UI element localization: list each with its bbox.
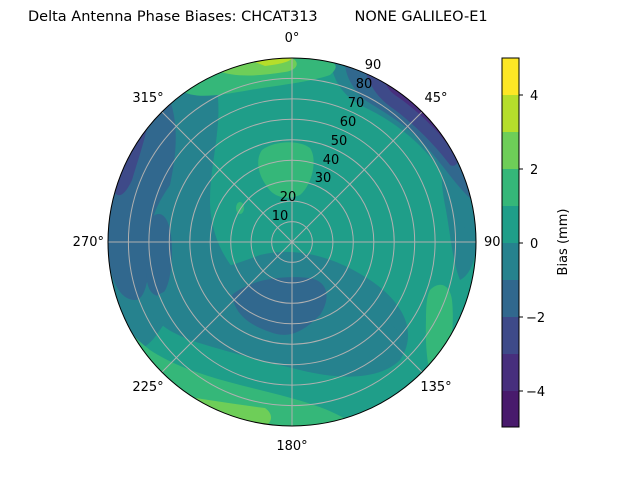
r-label-20: 20: [280, 190, 297, 205]
r-label-60: 60: [340, 115, 357, 130]
r-label-80: 80: [356, 77, 373, 92]
theta-label-315: 315°: [132, 91, 163, 106]
theta-label-45: 45°: [424, 91, 447, 106]
colorbar-tick-4: 4: [530, 89, 538, 104]
theta-label-270: 270°: [73, 235, 104, 250]
polar-grid: [108, 58, 476, 426]
theta-tick-labels: 0° 45° 90 135° 180° 225° 270° 315°: [73, 31, 501, 454]
theta-label-180: 180°: [276, 439, 307, 454]
theta-label-135: 135°: [420, 380, 451, 395]
r-label-10: 10: [272, 209, 289, 224]
r-label-40: 40: [323, 153, 340, 168]
theta-label-90: 90: [484, 235, 501, 250]
chart-title: Delta Antenna Phase Biases: CHCAT313 NON…: [28, 9, 488, 25]
colorbar-tick-0: 0: [530, 237, 538, 252]
radial-tick-labels: 10 20 30 40 50 60 70 80 90: [272, 58, 382, 224]
theta-label-0: 0°: [285, 31, 300, 46]
theta-label-225: 225°: [132, 380, 163, 395]
colorbar-tick-neg4: −4: [526, 385, 545, 400]
colorbar-label: Bias (mm): [556, 209, 571, 276]
r-label-70: 70: [348, 96, 365, 111]
colorbar-tick-2: 2: [530, 163, 538, 178]
r-label-50: 50: [331, 134, 348, 149]
r-label-30: 30: [315, 171, 332, 186]
r-label-90: 90: [365, 58, 382, 73]
colorbar-tick-neg2: −2: [526, 311, 545, 326]
polar-frame: [107, 57, 477, 427]
colorbar: 4 2 0 −2 −4 Bias (mm): [501, 57, 571, 428]
